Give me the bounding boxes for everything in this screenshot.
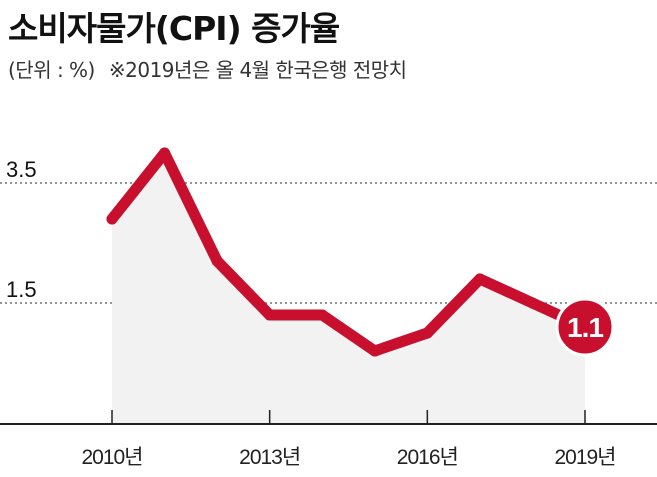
data-point-2015 xyxy=(369,345,381,357)
x-tick-label: 2019년 xyxy=(554,446,615,469)
y-tick-label: 1.5 xyxy=(6,277,37,302)
data-point-2010 xyxy=(106,213,118,225)
chart-subtitle: (단위 : %) ※2019년은 올 4월 한국은행 전망치 xyxy=(8,54,407,83)
unit-label: (단위 : %) xyxy=(8,58,95,82)
data-point-2011 xyxy=(159,147,171,159)
annotation-label: 1.1 xyxy=(567,312,603,343)
data-point-2018 xyxy=(526,297,538,309)
label-layer: 1.1 xyxy=(555,297,615,357)
axis-layer: 2010년 2013년 2016년 2019년 xyxy=(0,410,657,469)
data-point-2017 xyxy=(474,273,486,285)
area-layer xyxy=(112,153,585,424)
area-fill xyxy=(112,153,585,424)
x-tick-label: 2010년 xyxy=(81,446,142,469)
forecast-note: ※2019년은 올 4월 한국은행 전망치 xyxy=(108,58,407,82)
series-line xyxy=(106,147,591,357)
data-point-2012 xyxy=(211,255,223,267)
x-tick-label: 2016년 xyxy=(397,446,458,469)
chart-title: 소비자물가(CPI) 증가율 xyxy=(8,9,340,48)
y-tick-label: 3.5 xyxy=(6,157,37,182)
data-point-2014 xyxy=(316,309,328,321)
annotation-badge xyxy=(555,297,615,357)
data-point-2013 xyxy=(264,309,276,321)
x-tick-label: 2013년 xyxy=(239,446,300,469)
grid-layer: 3.5 1.5 xyxy=(0,157,657,304)
data-point-2016 xyxy=(421,327,433,339)
